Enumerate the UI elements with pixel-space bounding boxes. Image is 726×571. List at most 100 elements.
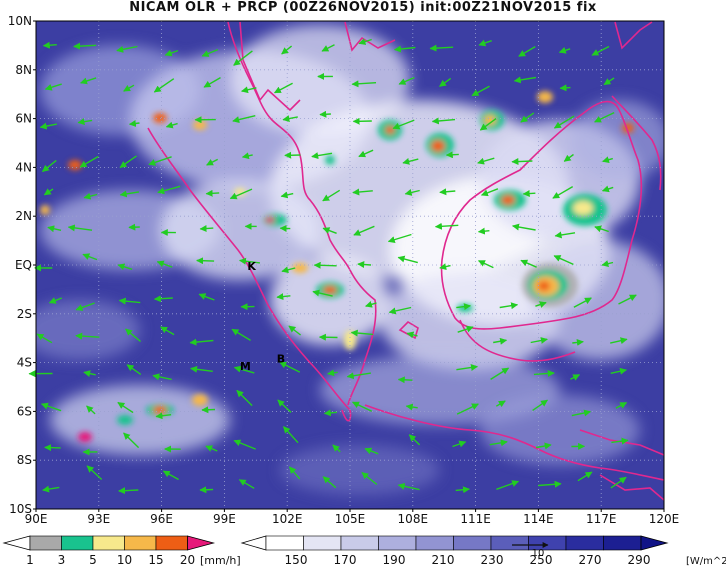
wind-vector bbox=[232, 115, 256, 124]
wind-vector bbox=[499, 302, 519, 310]
wind-vector bbox=[153, 78, 175, 93]
lon-tick-label: 120E bbox=[649, 512, 680, 526]
wind-vector bbox=[199, 486, 214, 494]
wind-vector bbox=[456, 403, 479, 415]
lat-tick-label: 6N bbox=[15, 112, 32, 126]
wind-vector bbox=[493, 337, 508, 345]
precip-legend-swatch bbox=[29, 535, 62, 551]
wind-vector bbox=[477, 260, 494, 269]
wind-vector bbox=[165, 121, 178, 129]
lat-tick-label: 4S bbox=[17, 356, 32, 370]
wind-vector bbox=[83, 192, 98, 200]
lat-tick-label: 2S bbox=[17, 307, 32, 321]
lon-tick-label: 96E bbox=[150, 512, 173, 526]
wind-vector bbox=[117, 401, 134, 414]
wind-vectors bbox=[28, 38, 637, 495]
wind-vector bbox=[86, 465, 103, 481]
legend-arrow-left bbox=[2, 535, 31, 551]
wind-vector bbox=[322, 189, 341, 202]
wind-vector bbox=[387, 233, 412, 244]
wind-vector bbox=[480, 188, 499, 197]
wind-vector bbox=[495, 400, 506, 408]
wind-vector bbox=[601, 260, 614, 268]
wind-vector bbox=[323, 409, 337, 417]
olr-legend-swatch bbox=[490, 535, 529, 551]
lat-tick-label: 10N bbox=[8, 14, 32, 28]
olr-legend-swatch bbox=[603, 535, 642, 551]
wind-vector bbox=[496, 480, 520, 490]
wind-vector bbox=[618, 294, 637, 305]
region-label: B bbox=[277, 353, 285, 366]
wind-vector bbox=[206, 158, 219, 166]
wind-vector bbox=[553, 255, 574, 266]
wind-vector bbox=[350, 329, 374, 337]
wind-vector bbox=[44, 83, 62, 91]
wind-vector bbox=[189, 338, 214, 346]
wind-vector bbox=[365, 301, 377, 308]
wind-vector bbox=[118, 297, 141, 305]
precip-legend-swatch bbox=[124, 535, 157, 551]
precip-legend-label: 3 bbox=[58, 553, 66, 567]
wind-vector bbox=[203, 76, 221, 88]
wind-vector bbox=[471, 85, 490, 97]
wind-vector bbox=[439, 188, 456, 196]
wind-vector bbox=[86, 405, 96, 415]
wind-vector bbox=[445, 151, 459, 159]
wind-vector bbox=[238, 479, 255, 489]
wind-vector bbox=[477, 227, 490, 235]
latitude-axis: 10N 8N 6N 4N 2N EQ 2S 4S 6S 8S 10S bbox=[8, 14, 36, 516]
wind-vector bbox=[126, 364, 142, 375]
wind-vector bbox=[160, 326, 175, 336]
lon-tick-label: 102E bbox=[272, 512, 303, 526]
olr-legend-swatch bbox=[340, 535, 379, 551]
precip-legend-label: 5 bbox=[89, 553, 97, 567]
wind-vector bbox=[198, 293, 215, 301]
wind-vector bbox=[558, 47, 571, 54]
wind-vector bbox=[47, 225, 62, 233]
wind-vector bbox=[282, 115, 298, 122]
wind-vector bbox=[199, 225, 214, 233]
wind-vector bbox=[611, 437, 629, 445]
wind-vector bbox=[431, 117, 456, 125]
precip-legend-swatch bbox=[92, 535, 125, 551]
wind-vector bbox=[40, 402, 62, 412]
wind-vector bbox=[42, 485, 60, 493]
lat-tick-label: 2N bbox=[15, 209, 32, 223]
wind-vector bbox=[603, 77, 615, 86]
wind-vector bbox=[75, 332, 100, 340]
wind-vector bbox=[42, 41, 57, 49]
wind-vector bbox=[455, 486, 470, 494]
wind-vector bbox=[601, 185, 614, 193]
wind-vector bbox=[128, 119, 140, 127]
wind-vector bbox=[406, 331, 418, 339]
wind-vector bbox=[236, 389, 253, 407]
reference-vector-label: 10 bbox=[532, 548, 545, 559]
wind-vector bbox=[594, 111, 615, 123]
wind-vector bbox=[311, 152, 333, 160]
wind-vector bbox=[402, 157, 419, 165]
wind-vector bbox=[594, 225, 609, 233]
wind-vector bbox=[352, 188, 373, 196]
wind-vector bbox=[479, 118, 497, 131]
precip-legend-label: 10 bbox=[117, 553, 132, 567]
wind-vector bbox=[277, 399, 292, 413]
lon-tick-label: 117E bbox=[586, 512, 617, 526]
wind-vector bbox=[602, 156, 613, 164]
wind-vector bbox=[518, 45, 536, 57]
wind-vector bbox=[288, 466, 301, 480]
olr-legend: 150 170 190 210 230 250 270 290 [W/m^2] 10 bbox=[240, 535, 726, 567]
wind-vector bbox=[439, 263, 451, 271]
olr-legend-label: 190 bbox=[383, 553, 406, 567]
lat-tick-label: EQ bbox=[15, 258, 32, 272]
olr-legend-label: 250 bbox=[530, 553, 553, 567]
wind-vector bbox=[397, 376, 413, 384]
precip-legend-label: 20 bbox=[180, 553, 195, 567]
wind-vector bbox=[229, 188, 253, 200]
wind-vector bbox=[405, 403, 418, 411]
olr-legend-label: 270 bbox=[579, 553, 602, 567]
wind-vector bbox=[610, 367, 627, 375]
lat-tick-label: 8N bbox=[15, 63, 32, 77]
wind-vector bbox=[610, 476, 627, 489]
wind-vector bbox=[388, 306, 412, 315]
